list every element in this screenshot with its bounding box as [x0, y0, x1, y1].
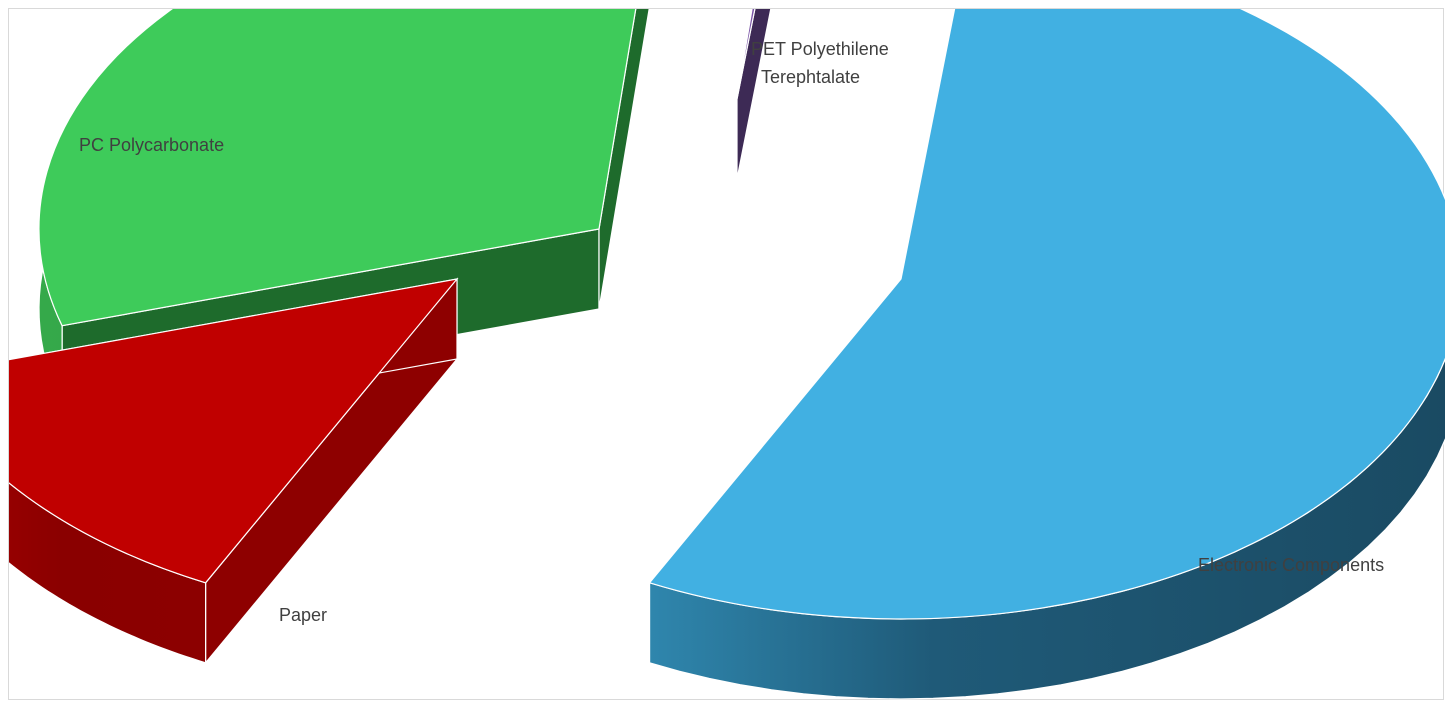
pie-slice-top	[9, 278, 459, 584]
pie-slice-side	[598, 9, 650, 310]
pie-slice	[9, 277, 459, 665]
pie-slice	[648, 9, 1445, 700]
pie-slice-side	[736, 9, 772, 180]
pie-slice	[736, 9, 772, 180]
chart-area: Electronic Components Paper PC Polycarbona…	[8, 8, 1445, 700]
slice-label: PET Polyethilene Terephtalate	[751, 39, 889, 87]
pie-slice-top	[648, 9, 1445, 620]
pie-slice-top	[38, 9, 637, 327]
slice-label: Paper	[279, 605, 327, 625]
slice-label: Electronic Components	[1198, 555, 1384, 575]
pie-slice-top	[736, 9, 756, 100]
slice-label: PC Polycarbonate	[79, 135, 224, 155]
pie-chart: Electronic Components Paper PC Polycarbona…	[9, 9, 1445, 700]
